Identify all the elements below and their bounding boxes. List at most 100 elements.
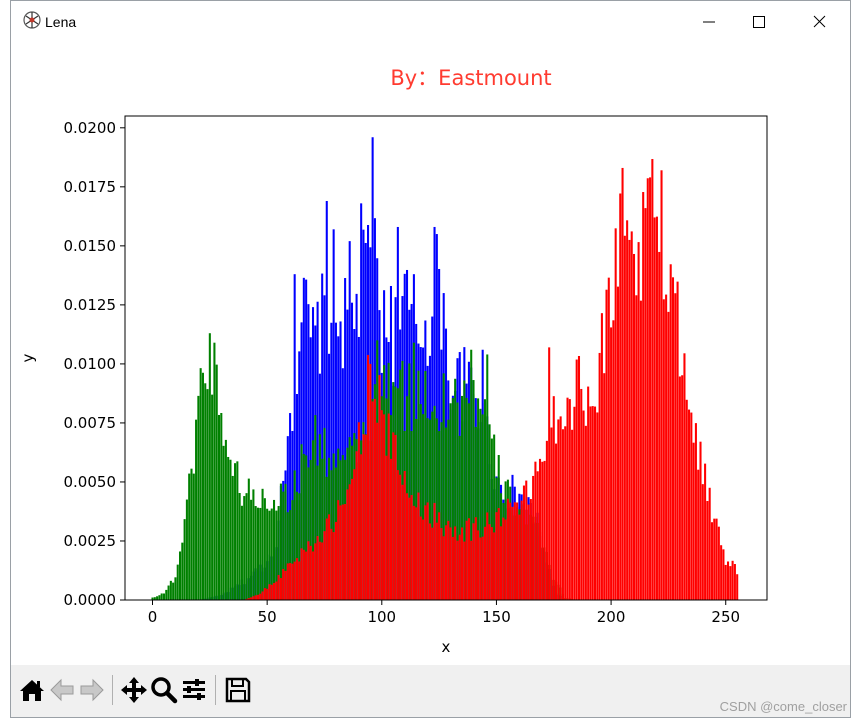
histogram-bar bbox=[263, 588, 266, 600]
histogram-bar bbox=[431, 411, 434, 600]
histogram-bar bbox=[227, 456, 230, 600]
histogram-bar bbox=[435, 522, 438, 600]
histogram-bar bbox=[465, 397, 468, 600]
lena-app-icon bbox=[23, 11, 41, 29]
histogram-bar bbox=[463, 541, 466, 600]
histogram-bar bbox=[355, 451, 358, 600]
histogram-bar bbox=[726, 561, 730, 600]
histogram-bar bbox=[559, 416, 562, 600]
histogram-bar bbox=[724, 564, 727, 600]
histogram-bar bbox=[229, 459, 232, 600]
configure-subplots-button[interactable] bbox=[179, 675, 209, 705]
histogram-bar bbox=[291, 500, 294, 600]
pan-button[interactable] bbox=[119, 675, 149, 705]
histogram-bar bbox=[600, 313, 603, 600]
histogram-bar bbox=[183, 519, 186, 600]
histogram-bar bbox=[571, 429, 574, 600]
histogram-bar bbox=[314, 543, 317, 600]
histogram-bar bbox=[573, 406, 576, 600]
histogram-bar bbox=[234, 463, 237, 600]
histogram-bar bbox=[250, 597, 253, 600]
histogram-bar bbox=[486, 512, 489, 600]
histogram-bar bbox=[614, 228, 617, 600]
maximize-button[interactable] bbox=[737, 7, 781, 37]
histogram-bar bbox=[605, 289, 608, 600]
histogram-bar bbox=[222, 445, 225, 600]
histogram-bar bbox=[704, 463, 707, 600]
histogram-bar bbox=[371, 137, 374, 600]
histogram-bar bbox=[162, 593, 166, 600]
minimize-button[interactable] bbox=[687, 7, 731, 37]
histogram-chart: 0 50 100 150 200 250 0.0000 0.0025 0.0050 0.0075 0… bbox=[19, 66, 768, 656]
histogram-bar bbox=[311, 551, 315, 600]
histogram-bar bbox=[295, 491, 298, 600]
close-button[interactable] bbox=[797, 7, 841, 37]
histogram-bar bbox=[286, 512, 289, 600]
histogram-bar bbox=[472, 523, 475, 600]
histogram-bar bbox=[584, 425, 587, 600]
forward-button[interactable] bbox=[77, 675, 107, 705]
histogram-bar bbox=[305, 455, 308, 600]
histogram-bar bbox=[465, 520, 468, 600]
histogram-bar bbox=[706, 501, 709, 600]
histogram-bar bbox=[254, 506, 257, 600]
title-bar[interactable]: Lena bbox=[11, 1, 850, 43]
histogram-bar bbox=[518, 514, 521, 600]
histogram-bar bbox=[309, 545, 312, 600]
histogram-bar bbox=[545, 440, 548, 600]
histogram-bar bbox=[236, 461, 239, 600]
histogram-bar bbox=[607, 277, 610, 600]
zoom-icon bbox=[151, 677, 178, 704]
y-tick-label: 0.0075 bbox=[64, 414, 117, 432]
histogram-bar bbox=[646, 178, 649, 600]
histogram-bar bbox=[506, 498, 509, 600]
histogram-bar bbox=[330, 528, 333, 600]
histogram-bar bbox=[626, 220, 629, 600]
histogram-bar bbox=[419, 516, 422, 600]
histogram-bar bbox=[713, 518, 716, 600]
histogram-bar bbox=[160, 593, 163, 600]
histogram-bar bbox=[277, 574, 280, 600]
histogram-bar bbox=[245, 598, 248, 600]
x-axis-label: x bbox=[442, 638, 451, 656]
histogram-bar bbox=[307, 467, 310, 600]
zoom-button[interactable] bbox=[149, 675, 179, 705]
histogram-bar bbox=[488, 524, 491, 600]
histogram-bar bbox=[470, 540, 473, 600]
histogram-bar bbox=[665, 294, 668, 600]
histogram-bar bbox=[373, 398, 376, 600]
back-button[interactable] bbox=[47, 675, 77, 705]
histogram-bar bbox=[717, 526, 720, 600]
y-tick-label: 0.0025 bbox=[64, 532, 117, 550]
histogram-bar bbox=[286, 563, 289, 600]
histogram-bar bbox=[208, 333, 211, 600]
histogram-bar bbox=[692, 442, 695, 600]
histogram-bar bbox=[550, 427, 553, 600]
histogram-bar bbox=[582, 410, 585, 600]
histogram-bar bbox=[555, 443, 558, 600]
save-button[interactable] bbox=[223, 675, 253, 705]
histogram-bar bbox=[674, 293, 677, 600]
back-icon bbox=[50, 678, 74, 702]
histogram-bar bbox=[268, 584, 271, 600]
histogram-bar bbox=[529, 499, 532, 600]
histogram-bar bbox=[438, 512, 441, 600]
histogram-bar bbox=[353, 469, 356, 600]
histogram-bar bbox=[408, 363, 411, 600]
histogram-bar bbox=[612, 320, 615, 600]
histogram-bar bbox=[325, 200, 328, 600]
histogram-bar bbox=[729, 566, 732, 600]
figure-canvas[interactable]: 0 50 100 150 200 250 0.0000 0.0025 0.0050 0.0075 0… bbox=[11, 43, 850, 665]
home-button[interactable] bbox=[17, 675, 47, 705]
histogram-bar bbox=[348, 241, 351, 600]
histogram-bar bbox=[678, 376, 681, 600]
histogram-bar bbox=[541, 461, 544, 600]
histogram-bar bbox=[256, 507, 260, 600]
histogram-bar bbox=[371, 401, 374, 600]
histogram-bar bbox=[362, 229, 365, 601]
histogram-bar bbox=[483, 399, 487, 600]
histogram-bar bbox=[591, 406, 594, 600]
histogram-bar bbox=[481, 536, 484, 600]
histogram-bar bbox=[204, 383, 207, 600]
histogram-bar bbox=[396, 470, 399, 600]
